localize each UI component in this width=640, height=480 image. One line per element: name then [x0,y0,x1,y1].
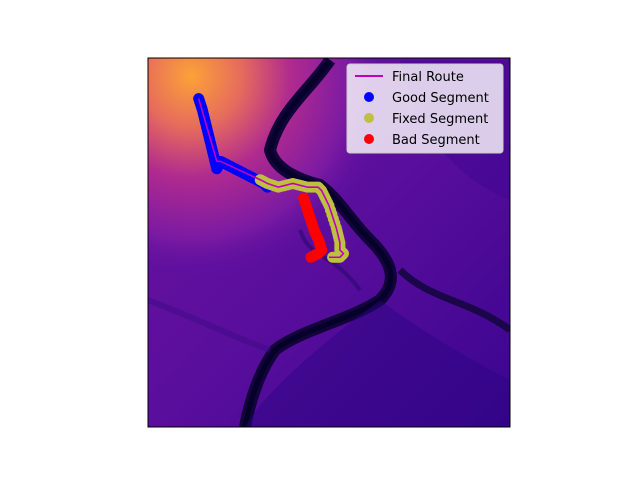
legend-box [346,63,504,154]
legend-label-good-segment: Good Segment [392,91,489,106]
legend: Final Route Good Segment Fixed Segment B… [346,63,504,154]
legend-swatch-bad-segment [364,134,374,144]
legend-label-final-route: Final Route [392,70,464,85]
series-final-route-line [197,98,345,259]
series-bad-segment [298,192,328,263]
legend-label-fixed-segment: Fixed Segment [392,112,488,127]
legend-swatch-fixed-segment [364,113,374,123]
point-bad-segment [305,251,317,263]
legend-label-bad-segment: Bad Segment [392,133,480,148]
legend-swatch-good-segment [364,92,374,102]
plot-marks [193,93,349,263]
axes-frame [147,57,511,428]
